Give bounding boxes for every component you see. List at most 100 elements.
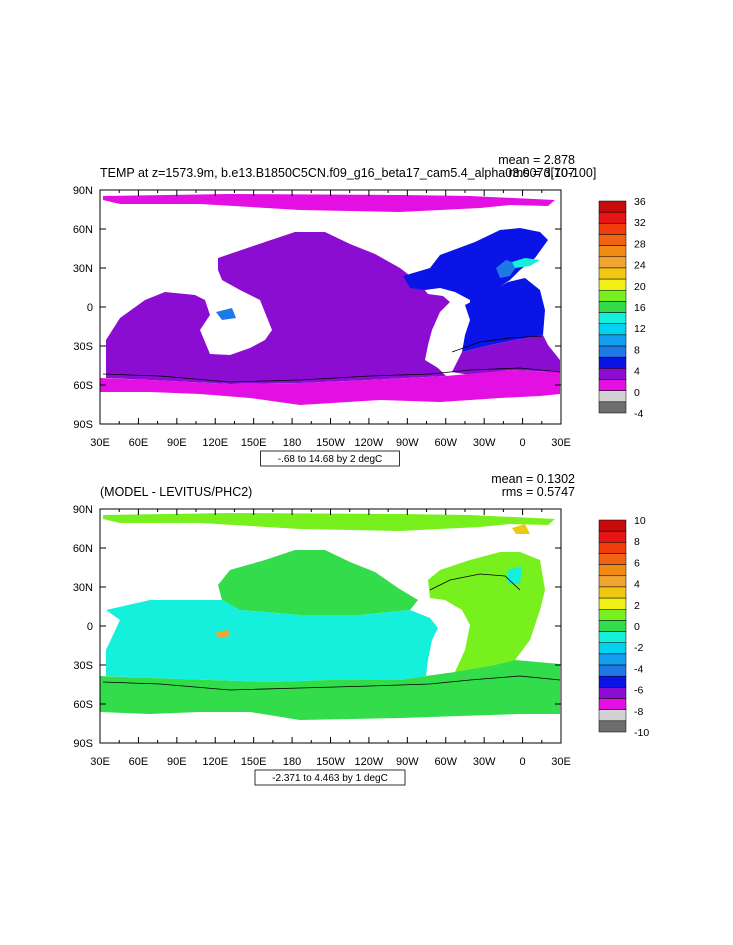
region-pacific-indian	[106, 232, 450, 384]
region-indonesia	[216, 630, 230, 638]
colorbar-swatch	[598, 301, 627, 313]
contour-zero-line-atlantic	[451, 335, 543, 353]
x-tick-label: 30W	[473, 756, 496, 768]
y-tick-label: 90N	[73, 504, 93, 516]
region-southern-ocean	[100, 660, 560, 720]
colorbar-swatch	[598, 653, 627, 666]
x-tick-label: 150E	[241, 437, 267, 449]
panel-title: TEMP at z=1573.9m, b.e13.B1850C5CN.f09_g…	[100, 166, 596, 180]
colorbar-label: 36	[634, 196, 646, 208]
colorbar-swatch	[598, 356, 627, 369]
colorbar-swatch	[598, 564, 627, 577]
x-tick-label: 90E	[167, 756, 187, 768]
y-tick-label: 90S	[73, 419, 93, 431]
colorbar-swatch	[598, 312, 627, 324]
colorbar-swatch	[598, 597, 627, 610]
x-tick-label: 120W	[355, 437, 384, 449]
colorbar-swatch	[598, 586, 627, 599]
colorbar-swatch	[598, 390, 627, 403]
colorbar-label: -6	[634, 685, 643, 697]
x-tick-label: 30E	[90, 437, 110, 449]
stat-rms: rms = 0.5747	[502, 485, 575, 499]
colorbar-label: -4	[634, 408, 643, 420]
colorbar-swatch	[598, 290, 627, 302]
panel-bottom: 30E 60E 90E 120E 150E 180 150W 120W 90W 60W 30W 0 30…	[73, 472, 649, 786]
colorbar-label: 4	[634, 366, 640, 378]
x-tick-label: 30E	[551, 756, 571, 768]
colorbar-swatch	[598, 675, 627, 688]
y-tick-label: 60N	[73, 224, 93, 236]
colorbar-label: 32	[634, 217, 646, 229]
colorbar-swatch	[598, 256, 627, 269]
region-north-pacific	[218, 550, 418, 615]
y-tick-label: 60S	[73, 699, 93, 711]
y-tick-label: 30N	[73, 263, 93, 275]
x-tick-label: 30E	[90, 756, 110, 768]
colorbar-label: 12	[634, 323, 646, 335]
colorbar-swatch	[598, 609, 627, 621]
x-tick-label: 180	[283, 437, 301, 449]
x-tick-label: 150W	[316, 437, 345, 449]
x-tick-label: 60E	[129, 437, 149, 449]
x-tick-label: 120E	[202, 437, 228, 449]
stat-rms: rms = 3.107	[509, 166, 575, 180]
stat-mean: mean = 2.878	[498, 153, 575, 167]
colorbar-label: -8	[634, 706, 643, 718]
colorbar-swatch	[598, 519, 627, 532]
colorbar-swatch	[598, 267, 627, 280]
y-tick-label: 0	[87, 621, 93, 633]
colorbar-swatch	[598, 223, 627, 235]
colorbar-label: -10	[634, 727, 649, 739]
y-tick-label: 30S	[73, 341, 93, 353]
colorbar-label: -4	[634, 663, 643, 675]
colorbar-swatch	[598, 575, 627, 588]
colorbar-label: 4	[634, 579, 640, 591]
colorbar-swatch	[598, 323, 627, 336]
colorbar-label: 8	[634, 344, 640, 356]
y-tick-label: 0	[87, 302, 93, 314]
x-tick-label: 90E	[167, 437, 187, 449]
colorbar-swatch	[598, 553, 627, 565]
contour-contour-atlantic	[429, 573, 521, 591]
x-tick-label: 180	[283, 756, 301, 768]
x-tick-label: 120E	[202, 756, 228, 768]
colorbar-label: 6	[634, 557, 640, 569]
colorbar-swatch	[598, 278, 627, 291]
x-tick-label: 90W	[396, 756, 419, 768]
colorbar-swatch	[598, 687, 627, 699]
region-south-atlantic-deep	[452, 335, 560, 375]
map-field	[100, 513, 561, 720]
contour-info-box	[260, 450, 400, 467]
y-tick-label: 30S	[73, 660, 93, 672]
region-atlantic-north	[403, 228, 548, 305]
x-tick-label: 30E	[551, 437, 571, 449]
colorbar-swatch	[598, 664, 627, 677]
x-tick-label: 60W	[434, 756, 457, 768]
x-tick-label: 120W	[355, 756, 384, 768]
region-indonesia-warm	[216, 308, 236, 320]
y-tick-label: 60N	[73, 543, 93, 555]
colorbar-swatch	[598, 620, 627, 632]
x-tick-label: 0	[520, 756, 526, 768]
panel-title: (MODEL - LEVITUS/PHC2)	[100, 485, 252, 499]
panel-top: 30E 60E 90E 120E 150E 180 150W 120W 90W 60W 30W 0 30…	[73, 153, 646, 467]
colorbar-label: 20	[634, 281, 646, 293]
colorbar-swatch	[598, 211, 627, 224]
colorbar-label: 10	[634, 515, 646, 527]
x-tick-label: 150W	[316, 756, 345, 768]
y-tick-label: 60S	[73, 380, 93, 392]
colorbar-swatch	[598, 642, 627, 655]
colorbar-label: 0	[634, 621, 640, 633]
contour-info-label: -2.371 to 4.463 by 1 degC	[272, 773, 388, 784]
stat-mean: mean = 0.1302	[491, 472, 575, 486]
colorbar-swatch	[598, 631, 627, 643]
region-gulfstream-warm	[496, 260, 518, 278]
colorbar-swatch	[598, 345, 627, 358]
x-tick-label: 0	[520, 437, 526, 449]
contour-contour-south	[102, 675, 561, 691]
colorbar-swatch	[598, 709, 627, 722]
colorbar-label: 0	[634, 387, 640, 399]
colorbar-swatch	[598, 368, 627, 380]
x-tick-label: 60E	[129, 756, 149, 768]
